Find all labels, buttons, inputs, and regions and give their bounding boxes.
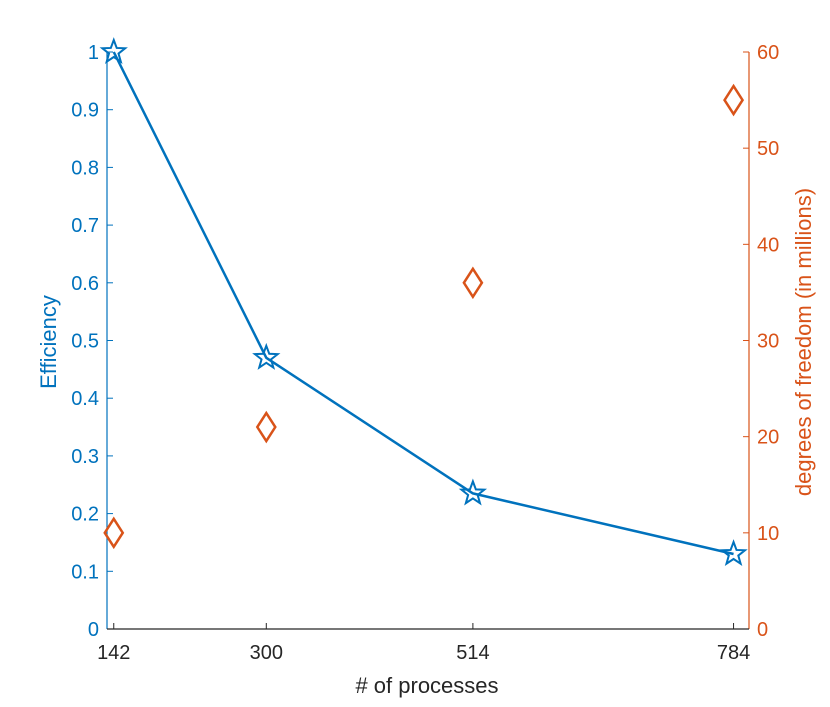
- dof-point: [103, 516, 125, 550]
- x-tick-label: 300: [250, 642, 283, 664]
- left-tick-label: 0: [88, 619, 99, 641]
- dof-point: [723, 83, 745, 117]
- left-tick-label: 0.3: [71, 446, 99, 468]
- left-tick-label: 1: [88, 42, 99, 64]
- left-tick-label: 0.4: [71, 388, 99, 410]
- efficiency-line: [112, 51, 734, 556]
- left-tick-label: 0.8: [71, 157, 99, 179]
- left-tick-label: 0.9: [71, 100, 99, 122]
- left-tick-label: 0.7: [71, 215, 99, 237]
- efficiency-point: [99, 37, 128, 65]
- efficiency-point: [252, 342, 281, 370]
- left-tick-label: 0.6: [71, 273, 99, 295]
- efficiency-point: [719, 539, 748, 567]
- x-tick-label: 784: [717, 642, 750, 664]
- dof-point: [255, 410, 277, 444]
- right-y-axis: 0 10 20 30 40 50 60: [743, 42, 779, 641]
- right-tick-label: 10: [757, 523, 779, 545]
- right-tick-label: 40: [757, 234, 779, 256]
- degrees-of-freedom-series: [103, 83, 745, 550]
- right-axis-title: degrees of freedom (in millions): [791, 188, 816, 496]
- x-tick-label: 142: [97, 642, 130, 664]
- left-y-axis: 0 0.1 0.2 0.3 0.4 0.5 0.6 0.7 0.8 0.9 1: [71, 42, 113, 641]
- right-tick-label: 30: [757, 331, 779, 353]
- efficiency-point: [458, 478, 488, 506]
- left-axis-title: Efficiency: [36, 295, 61, 389]
- x-axis: 142 300 514 784: [97, 623, 750, 664]
- left-tick-label: 0.2: [71, 504, 99, 526]
- right-tick-label: 50: [757, 138, 779, 160]
- dof-point: [462, 266, 484, 300]
- x-tick-label: 514: [456, 642, 489, 664]
- right-tick-label: 60: [757, 42, 779, 64]
- left-tick-label: 0.1: [71, 561, 99, 583]
- right-tick-label: 20: [757, 427, 779, 449]
- x-axis-title: # of processes: [355, 673, 498, 698]
- left-tick-label: 0.5: [71, 331, 99, 353]
- efficiency-series: [99, 37, 748, 567]
- right-tick-label: 0: [757, 619, 768, 641]
